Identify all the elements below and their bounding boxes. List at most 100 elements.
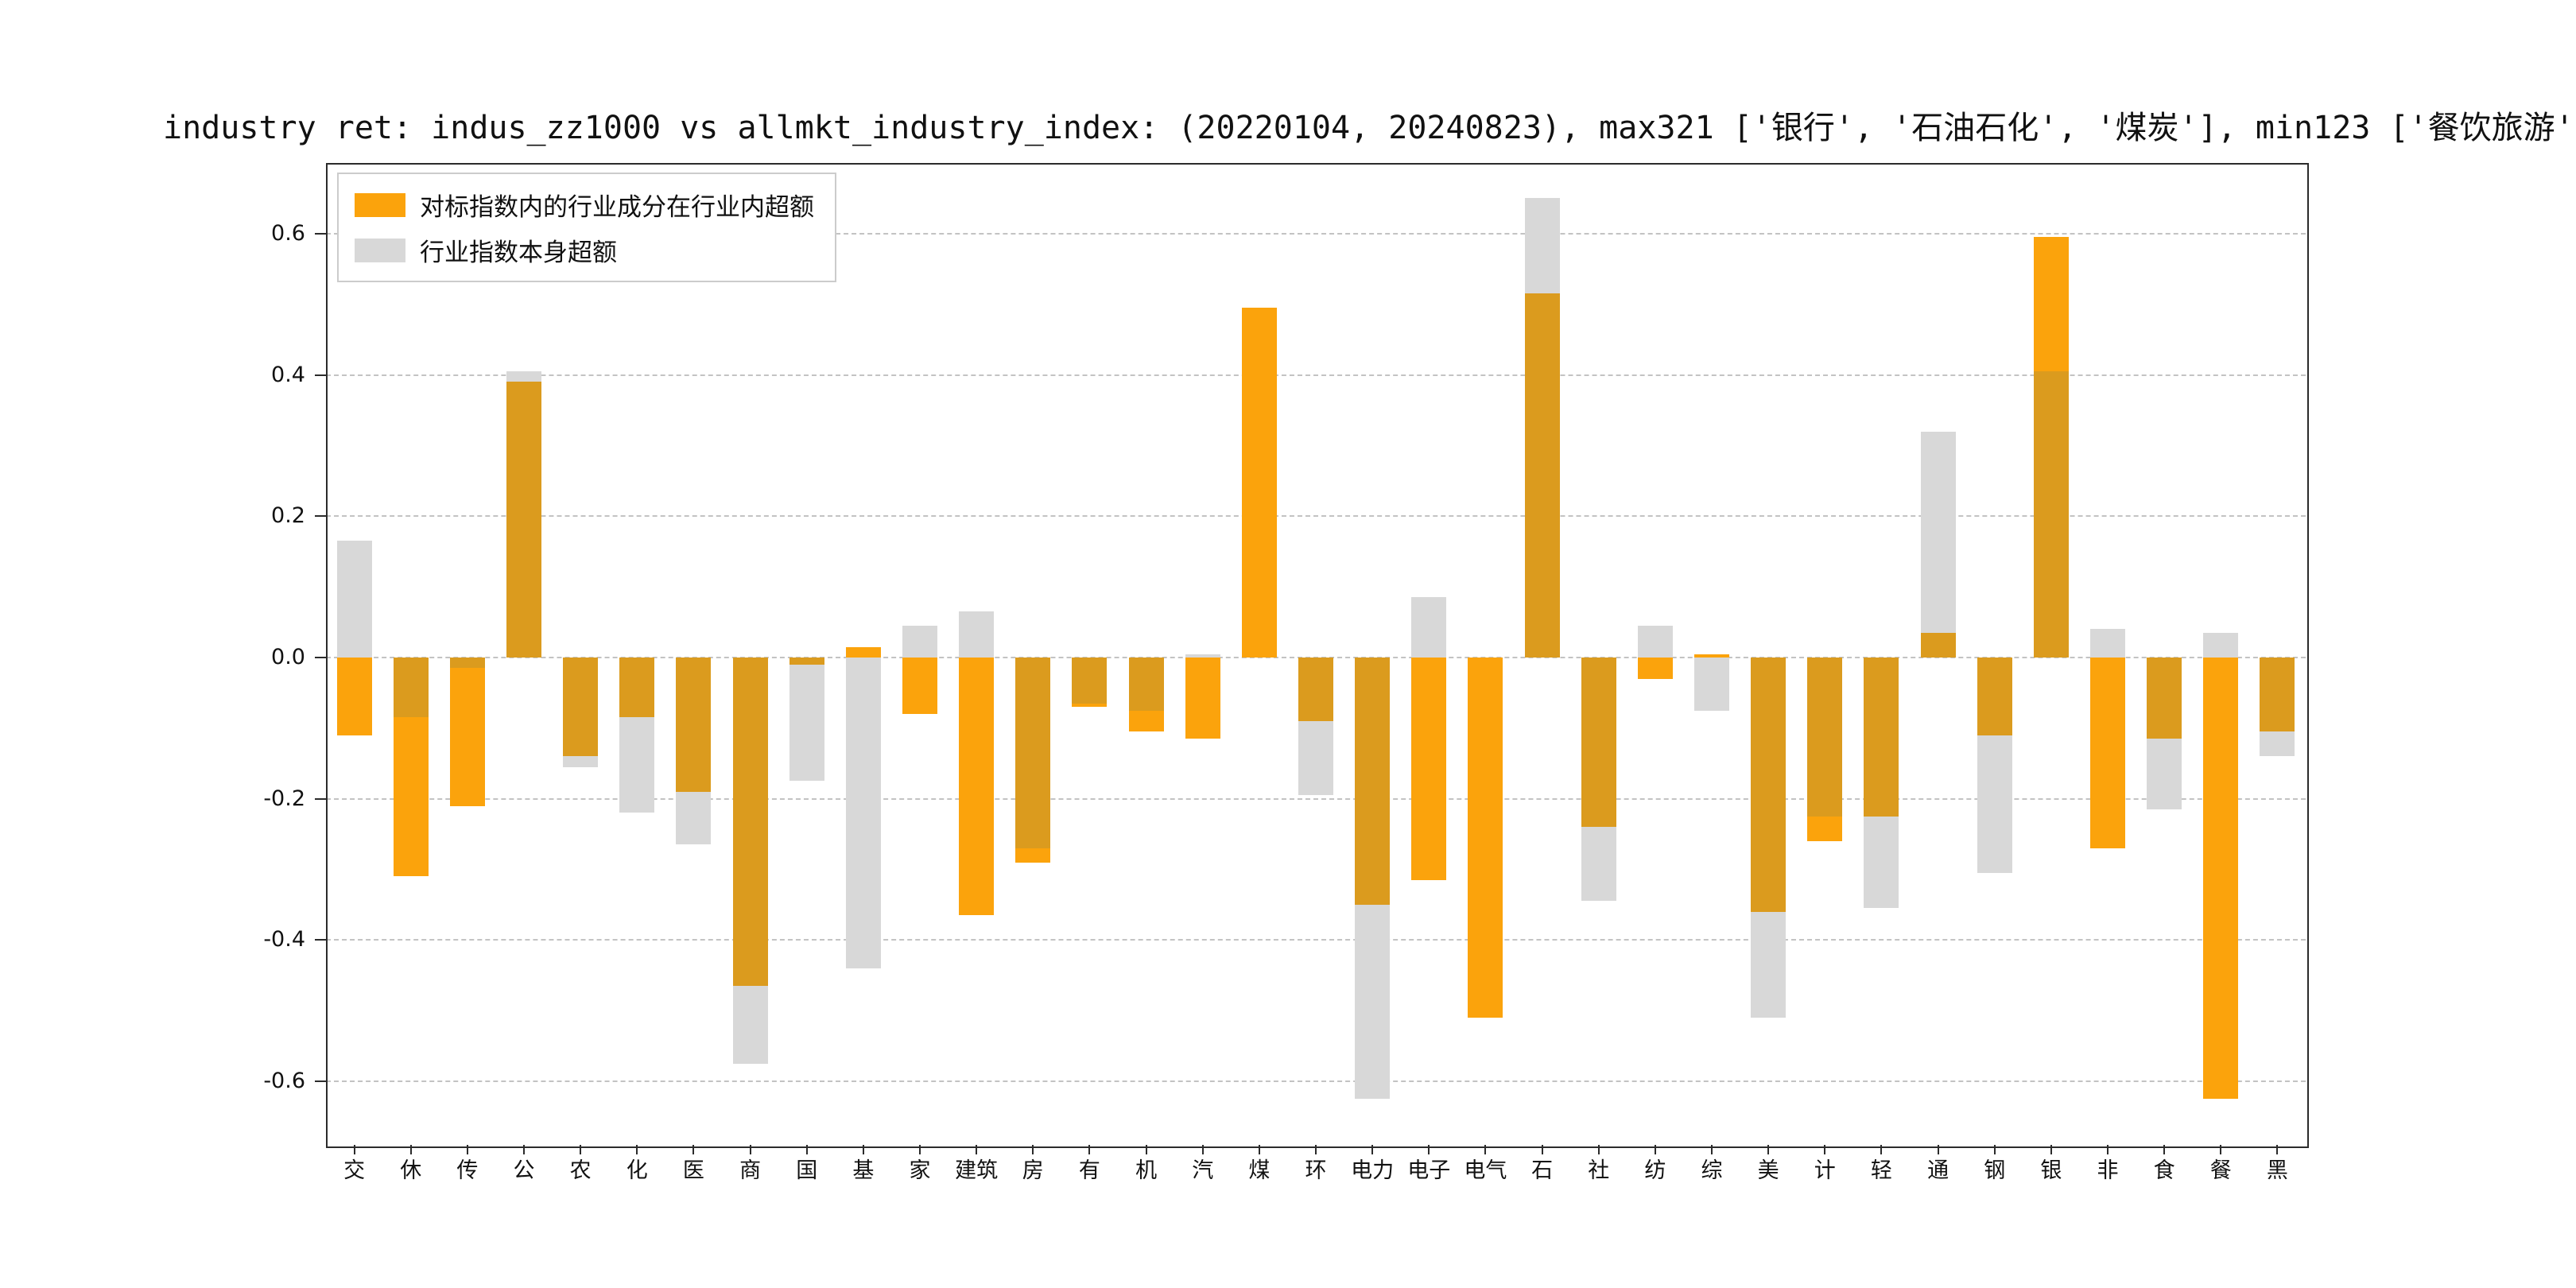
x-tick-label: 石 (1531, 1158, 1554, 1183)
bar-segment (1411, 597, 1447, 658)
bar-segment (732, 657, 768, 987)
bar-segment (1524, 293, 1560, 658)
bar-segment (1751, 657, 1787, 912)
bar-segment (563, 657, 599, 757)
gridline (326, 374, 2306, 376)
bar-segment (959, 611, 995, 658)
bar-segment (1807, 816, 1843, 841)
bar-segment (2203, 657, 2239, 1100)
x-tick-mark (919, 1145, 921, 1154)
x-tick-label: 煤 (1248, 1158, 1271, 1183)
bar-segment (2260, 731, 2295, 757)
y-tick-label: 0.0 (271, 644, 305, 669)
x-tick-mark (2107, 1145, 2109, 1154)
x-tick-mark (2276, 1145, 2279, 1154)
x-tick-mark (466, 1145, 468, 1154)
bar-segment (1241, 308, 1277, 658)
x-tick-label: 公 (513, 1158, 535, 1183)
bar-segment (1524, 198, 1560, 294)
x-tick-label: 化 (626, 1158, 648, 1183)
x-tick-label: 有 (1078, 1158, 1100, 1183)
bar-segment (1185, 654, 1220, 658)
legend-item-index-excess: 行业指数本身超额 (355, 232, 814, 268)
x-tick-label: 休 (400, 1158, 422, 1183)
x-tick-label: 传 (456, 1158, 479, 1183)
bar-segment (1977, 657, 2012, 735)
legend: 对标指数内的行业成分在行业内超额 行业指数本身超额 (337, 173, 836, 282)
x-tick-mark (1258, 1145, 1260, 1154)
y-tick-label: -0.4 (263, 927, 305, 952)
x-tick-mark (1088, 1145, 1091, 1154)
bar-segment (1694, 654, 1729, 658)
x-tick-mark (1937, 1145, 1939, 1154)
x-tick-label: 商 (739, 1158, 762, 1183)
bar-segment (1015, 848, 1051, 863)
bar-segment (506, 371, 541, 382)
x-tick-mark (580, 1145, 582, 1154)
x-tick-label: 家 (909, 1158, 931, 1183)
bar-segment (789, 664, 824, 782)
bar-segment (1355, 657, 1391, 905)
bar-segment (676, 791, 712, 845)
x-tick-label: 通 (1927, 1158, 1949, 1183)
gridline (326, 939, 2306, 941)
bar-segment (563, 756, 599, 767)
bar-segment (1355, 904, 1391, 1100)
x-tick-mark (976, 1145, 978, 1154)
x-tick-mark (749, 1145, 751, 1154)
x-tick-label: 电气 (1464, 1158, 1507, 1183)
bar-segment (1637, 625, 1673, 658)
x-tick-label: 房 (1022, 1158, 1044, 1183)
bar-segment (2033, 371, 2069, 658)
x-tick-mark (1484, 1145, 1487, 1154)
bar-segment (1581, 827, 1616, 902)
bar-segment (1864, 657, 1899, 817)
x-tick-mark (862, 1145, 864, 1154)
bar-segment (619, 717, 655, 813)
bar-segment (732, 986, 768, 1064)
y-tick-mark (315, 374, 326, 376)
x-tick-label: 国 (796, 1158, 818, 1183)
x-tick-label: 钢 (1984, 1158, 2006, 1183)
x-tick-mark (1428, 1145, 1430, 1154)
bar-segment (619, 657, 655, 718)
x-tick-mark (2050, 1145, 2052, 1154)
x-tick-label: 基 (852, 1158, 875, 1183)
bar-segment (1015, 657, 1051, 848)
bar-segment (1128, 657, 1164, 711)
x-tick-mark (1032, 1145, 1034, 1154)
bar-segment (393, 717, 429, 877)
x-tick-label: 环 (1305, 1158, 1327, 1183)
y-tick-label: 0.2 (271, 503, 305, 529)
gridline (326, 797, 2306, 800)
x-tick-label: 计 (1814, 1158, 1836, 1183)
x-tick-mark (1993, 1145, 1996, 1154)
gridline (326, 1080, 2306, 1083)
gridline (326, 515, 2306, 518)
bar-segment (902, 657, 937, 715)
bar-segment (2090, 629, 2125, 658)
y-tick-label: -0.6 (263, 1069, 305, 1094)
x-tick-label: 农 (569, 1158, 592, 1183)
x-tick-mark (636, 1145, 638, 1154)
bar-segment (845, 646, 881, 658)
x-tick-label: 非 (2097, 1158, 2119, 1183)
x-tick-label: 食 (2153, 1158, 2175, 1183)
legend-item-component-excess: 对标指数内的行业成分在行业内超额 (355, 187, 814, 223)
x-tick-label: 黑 (2266, 1158, 2288, 1183)
bar-segment (1185, 657, 1220, 739)
x-tick-mark (1880, 1145, 1883, 1154)
bar-segment (2203, 632, 2239, 658)
x-tick-mark (2220, 1145, 2222, 1154)
x-tick-mark (523, 1145, 525, 1154)
x-tick-label: 银 (2040, 1158, 2062, 1183)
x-tick-mark (1371, 1145, 1374, 1154)
bar-segment (1637, 657, 1673, 679)
bar-segment (449, 668, 485, 806)
y-tick-mark (315, 232, 326, 235)
bar-segment (336, 657, 372, 735)
bar-segment (393, 657, 429, 718)
y-tick-mark (315, 1080, 326, 1083)
x-tick-mark (1597, 1145, 1600, 1154)
bar-segment (676, 657, 712, 792)
